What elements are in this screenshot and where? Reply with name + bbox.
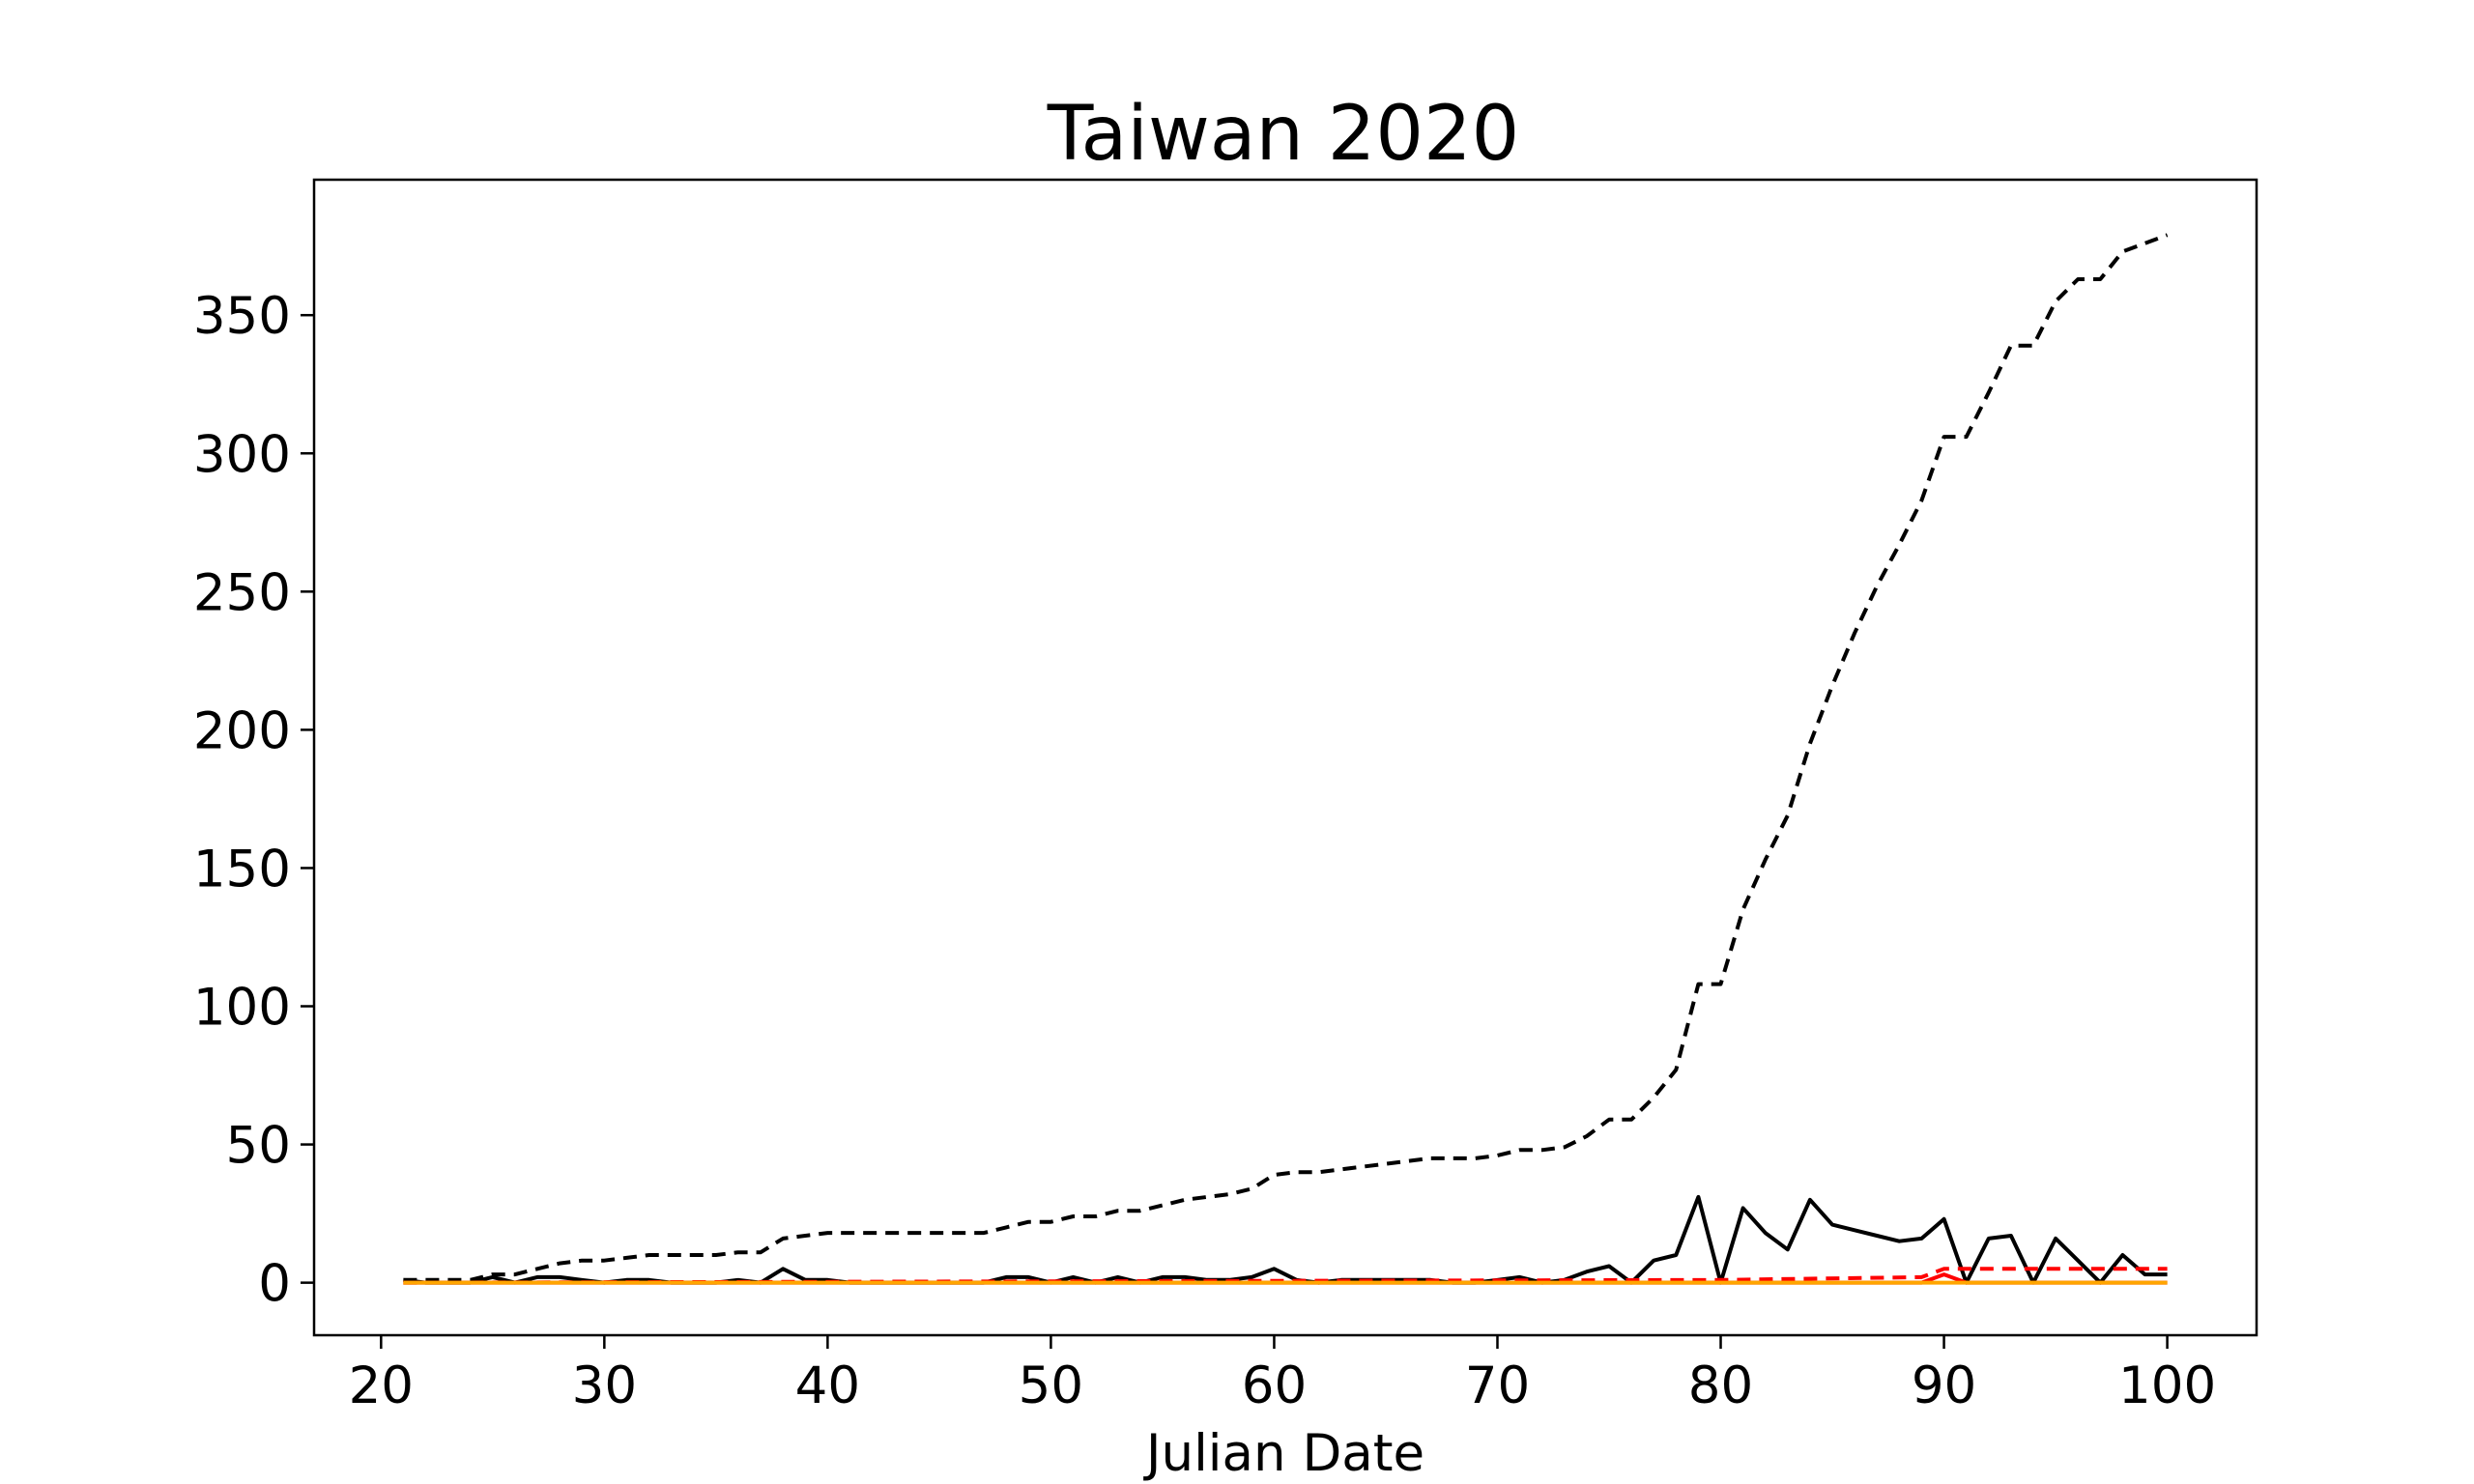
y-tick-label: 0 [258, 1255, 291, 1314]
series-black-dashed-line [403, 233, 2169, 1282]
x-tick-label: 70 [1465, 1356, 1530, 1415]
x-axis: 20 30 40 50 60 70 80 90 100 [349, 1335, 2216, 1415]
y-tick-label: 150 [193, 840, 291, 899]
x-tick-label: 20 [349, 1356, 414, 1415]
y-tick-label: 300 [193, 425, 291, 484]
x-tick-label: 50 [1019, 1356, 1083, 1415]
y-axis: 0 50 100 150 200 250 300 350 [193, 287, 314, 1314]
plot-frame [312, 178, 2258, 1337]
x-tick-label: 40 [795, 1356, 860, 1415]
chart-title: Taiwan 2020 [1047, 91, 1520, 178]
x-tick-label: 100 [2118, 1356, 2216, 1415]
x-tick-label: 90 [1912, 1356, 1976, 1415]
y-tick-label: 100 [193, 979, 291, 1038]
series-black-solid-line [403, 1194, 2168, 1285]
series-layer [403, 233, 2169, 1285]
x-tick-label: 60 [1242, 1356, 1307, 1415]
y-tick-label: 200 [193, 701, 291, 760]
y-tick-label: 350 [193, 287, 291, 346]
y-tick-label: 50 [226, 1117, 291, 1176]
x-tick-label: 80 [1688, 1356, 1753, 1415]
x-tick-label: 30 [572, 1356, 637, 1415]
y-tick-label: 250 [193, 563, 291, 622]
x-axis-label: Julian Date [1143, 1424, 1424, 1483]
